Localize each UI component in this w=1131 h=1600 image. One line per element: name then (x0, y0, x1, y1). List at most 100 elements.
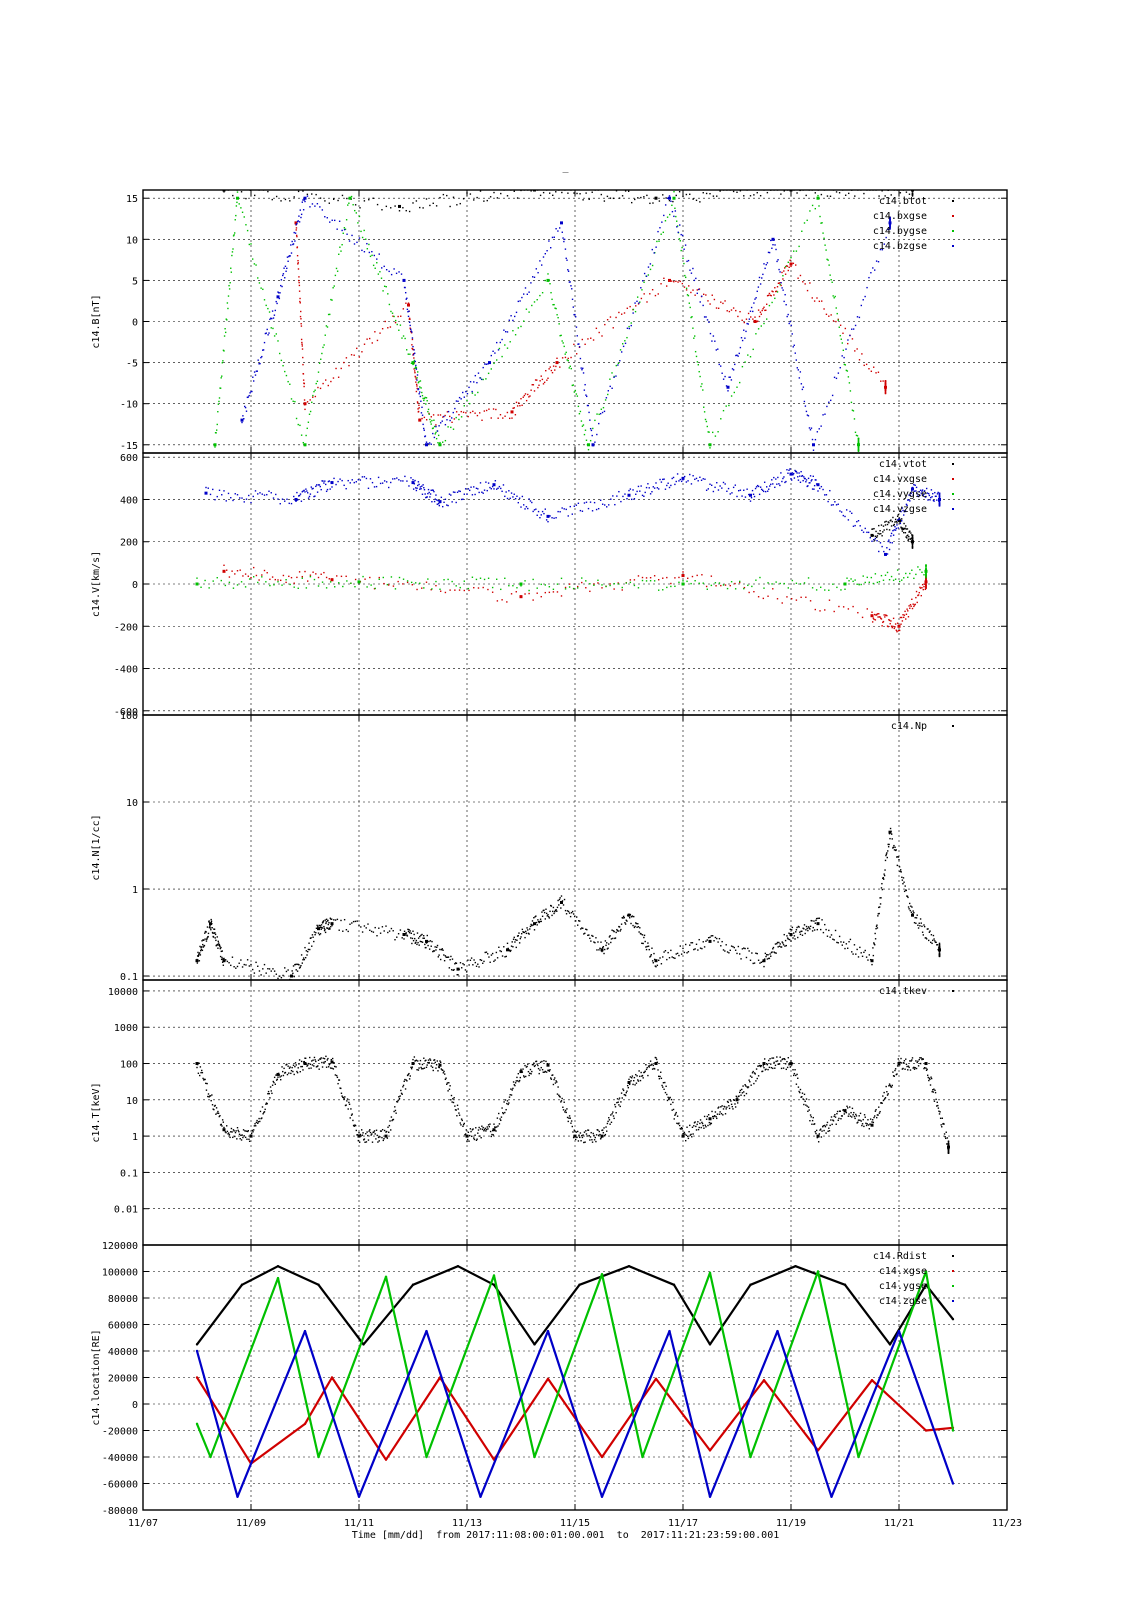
data-point-fill (911, 193, 914, 196)
data-point-fill (435, 949, 437, 951)
data-point-fill (766, 262, 769, 264)
data-point-fill (293, 975, 295, 978)
data-point-fill (599, 499, 602, 501)
data-point-fill (455, 501, 457, 504)
data-point (668, 196, 671, 200)
data-point-fill (572, 306, 575, 308)
data-point-fill (378, 578, 380, 581)
data-point-fill (314, 933, 316, 936)
data-point-fill (558, 898, 561, 901)
data-point-fill (685, 1139, 687, 1142)
data-point-fill (288, 575, 290, 578)
data-point-fill (662, 194, 664, 196)
data-point-fill (460, 398, 462, 400)
data-point-fill (366, 586, 368, 588)
data-point-fill (456, 1115, 458, 1117)
data-point-fill (303, 1060, 306, 1063)
data-point-fill (231, 254, 233, 257)
data-point-fill (301, 341, 303, 344)
data-point-fill (477, 488, 479, 490)
data-point-fill (698, 938, 700, 941)
data-point-fill (764, 267, 766, 270)
data-point-fill (718, 937, 721, 940)
data-point-fill (439, 948, 441, 951)
data-point-fill (255, 961, 257, 964)
data-point-fill (390, 273, 393, 276)
data-point-fill (618, 1104, 620, 1106)
data-point-fill (589, 590, 591, 593)
data-point-fill (207, 487, 209, 489)
data-point-fill (427, 492, 429, 495)
data-point-fill (546, 1062, 549, 1065)
data-point-fill (423, 587, 425, 589)
data-point-fill (313, 495, 315, 498)
data-point-fill (222, 360, 224, 362)
data-point-fill (778, 268, 780, 271)
data-point-fill (431, 940, 433, 943)
data-point-fill (892, 529, 894, 532)
data-point-fill (510, 1088, 512, 1090)
data-point-fill (694, 478, 696, 481)
data-point-fill (720, 301, 722, 303)
data-point-fill (781, 287, 783, 289)
data-point-fill (494, 352, 496, 354)
data-point-fill (768, 251, 771, 254)
data-point-fill (855, 953, 857, 955)
data-point-fill (383, 285, 386, 287)
data-point (411, 361, 415, 365)
data-point-fill (724, 1113, 727, 1115)
data-point-fill (301, 962, 303, 964)
data-point-fill (494, 959, 496, 961)
data-point-fill (266, 1103, 268, 1105)
data-point-fill (363, 1138, 366, 1140)
data-point-fill (449, 959, 451, 961)
data-point-fill (705, 1118, 708, 1120)
data-point-fill (564, 1109, 567, 1112)
data-point-fill (828, 264, 830, 266)
data-point-fill (687, 950, 690, 953)
data-point-fill (562, 904, 565, 906)
data-point-fill (730, 580, 733, 583)
data-point-fill (396, 1101, 399, 1103)
data-point-fill (272, 317, 275, 319)
data-point-fill (897, 527, 900, 529)
data-point-fill (284, 198, 287, 201)
data-point-fill (398, 329, 400, 331)
data-point-fill (539, 920, 541, 923)
data-point-fill (879, 248, 882, 251)
data-point-fill (361, 1129, 363, 1131)
data-point-fill (266, 572, 268, 574)
data-point-fill (402, 335, 405, 337)
data-point-fill (548, 917, 551, 919)
data-point-fill (220, 950, 222, 953)
data-point-fill (770, 483, 772, 486)
data-point-fill (691, 575, 694, 578)
data-point-fill (361, 931, 364, 933)
data-point-fill (537, 271, 539, 274)
data-point-fill (761, 1070, 764, 1073)
data-point-fill (227, 1133, 229, 1135)
data-point-fill (372, 197, 374, 199)
data-point-fill (418, 483, 420, 486)
data-point-fill (726, 1100, 729, 1103)
data-point-fill (444, 955, 447, 957)
data-point-fill (662, 956, 664, 958)
data-point-fill (473, 586, 475, 589)
data-point-fill (702, 478, 704, 480)
data-point-fill (885, 553, 887, 555)
data-point-fill (223, 350, 225, 352)
data-point-fill (731, 492, 733, 494)
data-point-fill (278, 1074, 281, 1076)
data-point-fill (910, 537, 913, 539)
data-point-fill (479, 1128, 482, 1130)
data-point-fill (689, 1134, 692, 1136)
data-point-fill (819, 215, 821, 218)
data-point-fill (684, 244, 687, 246)
data-point-fill (854, 524, 856, 527)
data-point-fill (687, 259, 690, 262)
data-point-fill (689, 193, 691, 195)
data-point-fill (759, 311, 762, 313)
data-point-fill (303, 399, 306, 401)
data-point-fill (506, 411, 509, 414)
data-point-fill (552, 591, 555, 593)
